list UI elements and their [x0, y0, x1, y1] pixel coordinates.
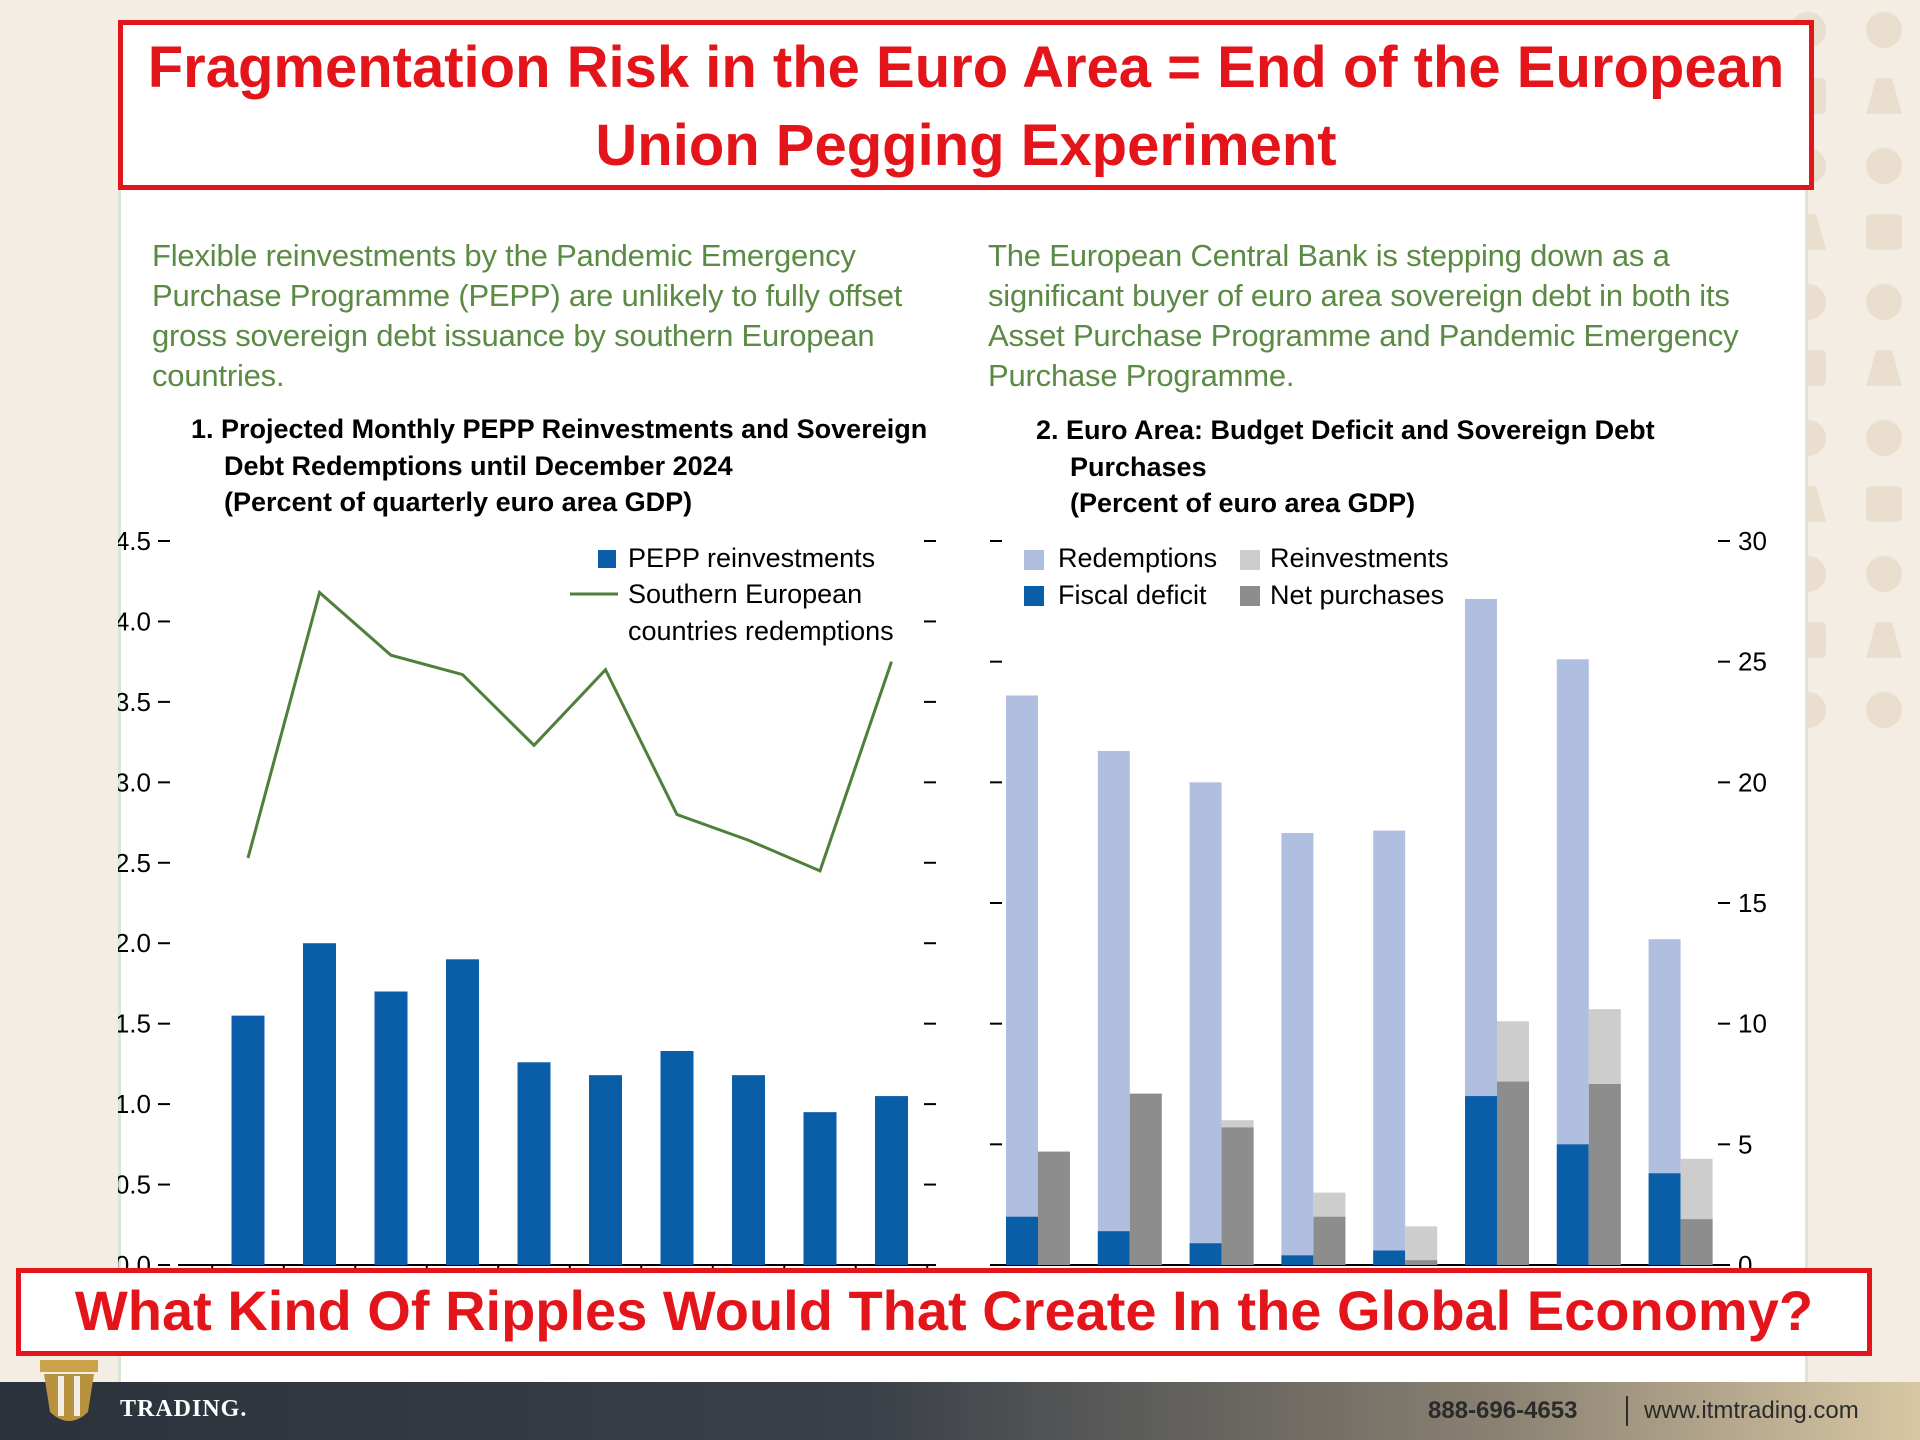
chart-1-title-line-3: (Percent of quarterly euro area GDP): [224, 487, 692, 517]
chart-2-ytick-label: 5: [1738, 1129, 1752, 1159]
chart-2-bar-redemptions: [1373, 830, 1406, 1265]
chart-2-bar-fiscal-deficit: [1097, 1231, 1130, 1265]
chart-2-ytick-label: 10: [1738, 1009, 1767, 1039]
chart-1-bars: [231, 943, 908, 1265]
chart-1-title-line-2: Debt Redemptions until December 2024: [224, 451, 733, 481]
chart-1-title-line-1: 1. Projected Monthly PEPP Reinvestments …: [191, 414, 927, 444]
chart-1-bar-pepp: [589, 1075, 622, 1265]
chart-1-bar-pepp: [660, 1051, 694, 1265]
chart-1-bar-pepp: [446, 959, 479, 1265]
chart-1-bar-pepp: [231, 1015, 265, 1265]
chart-2-title-line-3: (Percent of euro area GDP): [1070, 488, 1415, 518]
chart-2-bar-redemptions: [1097, 750, 1130, 1265]
chart-1: 1. Projected Monthly PEPP Reinvestments …: [118, 414, 936, 1280]
chart-1-ytick-label: 0.5: [118, 1170, 151, 1200]
chart-2-ytick-label: 15: [1738, 888, 1767, 918]
chart-2-bar-net-purchases: [1221, 1127, 1254, 1265]
chart-2-bar-net-purchases: [1405, 1260, 1438, 1265]
legend-label-reinvestments: Reinvestments: [1270, 543, 1449, 573]
legend-label-pepp: PEPP reinvestments: [628, 543, 875, 573]
chart-1-line: [246, 589, 893, 873]
chart-2-bars: [1006, 598, 1713, 1265]
legend-swatch-redemptions: [1024, 550, 1044, 570]
chart-2-ytick-label: 30: [1738, 526, 1767, 556]
chart-area: 1. Projected Monthly PEPP Reinvestments …: [118, 414, 1767, 1280]
chart-1-ytick-label: 4.5: [118, 526, 151, 556]
chart-2-bar-redemptions: [1006, 695, 1038, 1265]
legend-swatch-fiscal-deficit: [1024, 586, 1044, 606]
chart-2-bar-fiscal-deficit: [1648, 1173, 1681, 1265]
chart-1-bar-pepp: [875, 1096, 908, 1265]
chart-1-ytick-label: 1.5: [118, 1009, 151, 1039]
page-title: Fragmentation Risk in the Euro Area = En…: [118, 20, 1814, 190]
chart-2-bar-fiscal-deficit: [1006, 1216, 1038, 1265]
legend-label-net-purchases: Net purchases: [1270, 580, 1444, 610]
chart-2-bar-net-purchases: [1129, 1093, 1162, 1265]
chart-1-line-southern: [246, 589, 893, 873]
chart-2-ytick-label: 25: [1738, 647, 1767, 677]
intro-text-right: The European Central Bank is stepping do…: [988, 238, 1739, 393]
chart-2-bar-reinvestments: [1405, 1226, 1438, 1265]
chart-2-bar-net-purchases: [1497, 1081, 1529, 1265]
chart-1-bar-pepp: [732, 1075, 765, 1265]
footer-bar: [0, 1382, 1920, 1440]
legend-swatch-pepp: [598, 550, 616, 568]
chart-2-bar-net-purchases: [1588, 1084, 1621, 1265]
chart-2-bar-fiscal-deficit: [1556, 1144, 1589, 1265]
legend-label-redemptions: Redemptions: [1058, 543, 1217, 573]
chart-2-bar-net-purchases: [1680, 1219, 1713, 1265]
chart-2: 2. Euro Area: Budget Deficit and Soverei…: [990, 415, 1767, 1280]
chart-1-bar-pepp: [374, 991, 408, 1265]
chart-2-bar-fiscal-deficit: [1189, 1243, 1222, 1265]
chart-2-ytick-label: 20: [1738, 767, 1767, 797]
chart-1-ytick-label: 3.5: [118, 687, 151, 717]
chart-1-bar-pepp: [303, 943, 336, 1265]
question-banner: What Kind Of Ripples Would That Create I…: [16, 1268, 1872, 1356]
chart-1-bar-pepp: [517, 1062, 551, 1265]
legend-label-southern-1: Southern European: [628, 579, 862, 609]
legend-label-fiscal-deficit: Fiscal deficit: [1058, 580, 1207, 610]
legend-swatch-reinvestments: [1240, 550, 1260, 570]
chart-2-bar-redemptions: [1189, 782, 1222, 1265]
chart-2-legend: Redemptions Reinvestments Fiscal deficit…: [1024, 543, 1449, 610]
chart-2-title-line-1: 2. Euro Area: Budget Deficit and Soverei…: [1036, 415, 1655, 445]
chart-2-bar-net-purchases: [1038, 1151, 1070, 1265]
chart-2-bar-net-purchases: [1313, 1216, 1346, 1265]
chart-2-bar-fiscal-deficit: [1465, 1096, 1497, 1265]
website-link[interactable]: www.itmtrading.com: [1644, 1397, 1859, 1424]
chart-2-title-line-2: Purchases: [1070, 452, 1207, 482]
footer-divider: [1626, 1396, 1628, 1426]
chart-1-ytick-label: 4.0: [118, 606, 151, 636]
chart-2-bar-fiscal-deficit: [1281, 1255, 1314, 1265]
itm-logo-icon: [40, 1360, 98, 1421]
chart-1-legend: PEPP reinvestments Southern European cou…: [570, 543, 894, 646]
phone-number[interactable]: 888-696-4653: [1428, 1397, 1578, 1424]
logo-text: TRADING.: [120, 1396, 248, 1422]
legend-swatch-net-purchases: [1240, 586, 1260, 606]
legend-label-southern-2: countries redemptions: [628, 616, 894, 646]
chart-1-bar-pepp: [803, 1112, 837, 1265]
chart-1-ytick-label: 2.5: [118, 848, 151, 878]
chart-1-ytick-label: 1.0: [118, 1089, 151, 1119]
intro-text-left: Flexible reinvestments by the Pandemic E…: [152, 238, 903, 393]
chart-1-ytick-label: 2.0: [118, 928, 151, 958]
chart-1-ytick-label: 3.0: [118, 767, 151, 797]
chart-2-bar-redemptions: [1281, 833, 1314, 1265]
chart-2-bar-fiscal-deficit: [1373, 1250, 1406, 1265]
